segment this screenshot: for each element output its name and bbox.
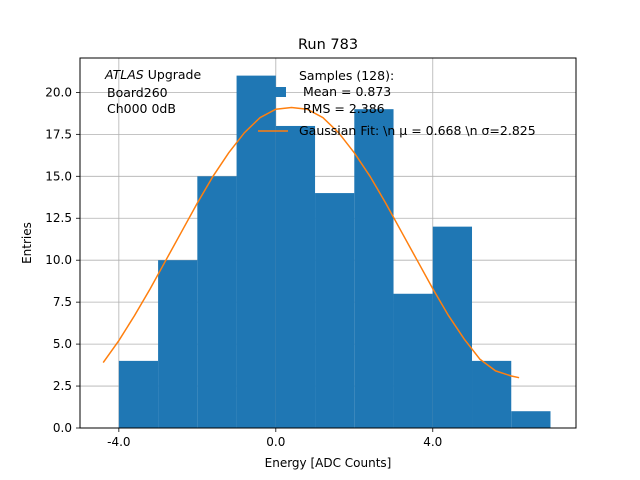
x-tick-label-2: 4.0 <box>423 435 442 449</box>
y-tick-label-8: 20.0 <box>45 85 72 99</box>
legend-fit-label: Gaussian Fit: \n μ = 0.668 \n σ=2.825 <box>299 123 536 138</box>
fit-curve-line-0 <box>102 106 520 379</box>
annotation-italic: ATLAS <box>104 67 144 82</box>
y-axis-label: Entries <box>20 222 34 264</box>
y-tick-label-1: 2.5 <box>53 379 72 393</box>
histogram-bar-9 <box>472 360 512 428</box>
y-tick-label-3: 7.5 <box>53 295 72 309</box>
histogram-bar-10 <box>511 411 551 428</box>
annotation-line-2: Board260 <box>107 85 168 100</box>
histogram-bar-0 <box>118 360 159 428</box>
histogram-bar-7 <box>393 293 433 428</box>
histogram-bar-6 <box>354 109 394 428</box>
y-tick-label-0: 0.0 <box>53 421 72 435</box>
histogram-bar-1 <box>158 260 198 428</box>
y-tick-label-5: 12.5 <box>45 211 72 225</box>
y-tick-label-2: 5.0 <box>53 337 72 351</box>
annotation-line-3: Ch000 0dB <box>107 101 176 116</box>
fit-curve-group <box>102 106 520 379</box>
y-tick-label-7: 17.5 <box>45 127 72 141</box>
histogram-bar-2 <box>197 176 237 428</box>
y-tick-label-4: 10.0 <box>45 253 72 267</box>
histogram-bar-5 <box>315 193 355 428</box>
annotation-line-1-rest: Upgrade <box>148 67 202 82</box>
legend-samples-rms: RMS = 2.386 <box>303 101 385 116</box>
x-tick-label-1: 0.0 <box>266 435 285 449</box>
histogram-bar-8 <box>432 226 473 428</box>
histogram-bars <box>118 75 551 429</box>
legend: Samples (128): Mean = 0.873 RMS = 2.386 … <box>258 68 536 138</box>
legend-samples-mean: Mean = 0.873 <box>303 84 391 99</box>
histogram-bar-4 <box>275 125 316 429</box>
y-axis-ticks: 0.0 2.5 5.0 7.5 10.0 12.5 15.0 17.5 20.0 <box>45 85 80 435</box>
legend-patch-samples <box>258 87 286 97</box>
y-tick-label-6: 15.0 <box>45 169 72 183</box>
x-axis-label: Energy [ADC Counts] <box>265 456 392 470</box>
x-axis-ticks: -4.0 0.0 4.0 <box>107 428 442 449</box>
axes-frame <box>79 57 577 429</box>
annotation-line-1: ATLAS Upgrade <box>104 67 201 82</box>
legend-samples-title: Samples (128): <box>299 68 394 83</box>
atlas-annotation: ATLAS Upgrade Board260 Ch000 0dB <box>104 67 201 116</box>
histogram-bar-3 <box>236 75 276 428</box>
chart-title: Run 783 <box>298 37 358 53</box>
x-tick-label-0: -4.0 <box>107 435 130 449</box>
